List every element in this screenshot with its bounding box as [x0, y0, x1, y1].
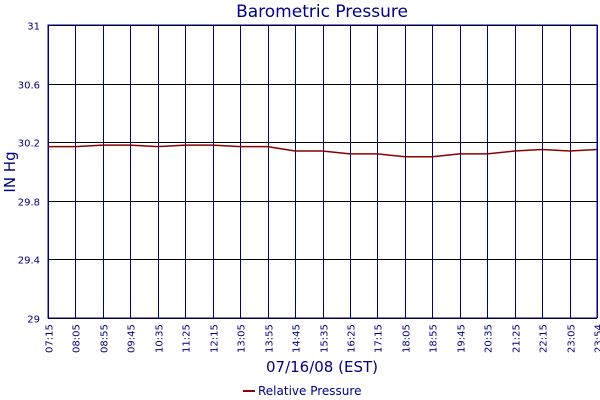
plot-frame — [47, 24, 598, 319]
y-tick-label: 31 — [27, 22, 40, 33]
y-tick-label: 29.8 — [18, 198, 40, 209]
x-tick-label: 14:45 — [292, 324, 303, 353]
y-tick-label: 30.6 — [18, 81, 40, 92]
x-tick-label: 08:05 — [72, 324, 83, 353]
x-tick-label: 16:25 — [347, 324, 358, 353]
tick-labels: 29 29.4 29.8 30.2 30.6 31 07:15 08:05 08:55 09:45… — [18, 22, 600, 354]
legend-label: Relative Pressure — [258, 384, 361, 398]
x-tick-label: 17:15 — [374, 324, 385, 353]
series-lines — [48, 144, 598, 158]
x-tick-label: 08:55 — [100, 324, 111, 353]
legend: Relative Pressure — [243, 384, 361, 398]
x-tick-label: 12:15 — [210, 324, 221, 353]
grid-lines — [48, 25, 598, 319]
x-tick-label: 23:05 — [567, 324, 578, 353]
x-tick-label: 21:25 — [512, 324, 523, 353]
series-line-relative-pressure — [48, 144, 598, 158]
y-tick-label: 29.4 — [18, 256, 40, 267]
x-tick-label: 20:35 — [484, 324, 495, 353]
chart-title: Barometric Pressure — [236, 2, 408, 22]
x-tick-label: 18:05 — [402, 324, 413, 353]
x-tick-label: 13:55 — [265, 324, 276, 353]
x-tick-label: 07:15 — [45, 324, 56, 353]
y-tick-label: 30.2 — [18, 139, 40, 150]
y-axis-label: IN Hg — [1, 151, 19, 192]
x-tick-label: 18:55 — [429, 324, 440, 353]
x-tick-label: 10:35 — [155, 324, 166, 353]
x-tick-label: 11:25 — [182, 324, 193, 353]
x-tick-label: 13:05 — [237, 324, 248, 353]
x-tick-label: 09:45 — [127, 324, 138, 353]
x-tick-label: 22:15 — [539, 324, 550, 353]
y-tick-label: 29 — [27, 315, 40, 326]
x-axis-label: 07/16/08 (EST) — [266, 358, 378, 376]
x-tick-label: 19:45 — [457, 324, 468, 353]
x-tick-label: 15:35 — [320, 324, 331, 353]
x-tick-label: 23:54 — [594, 324, 600, 353]
